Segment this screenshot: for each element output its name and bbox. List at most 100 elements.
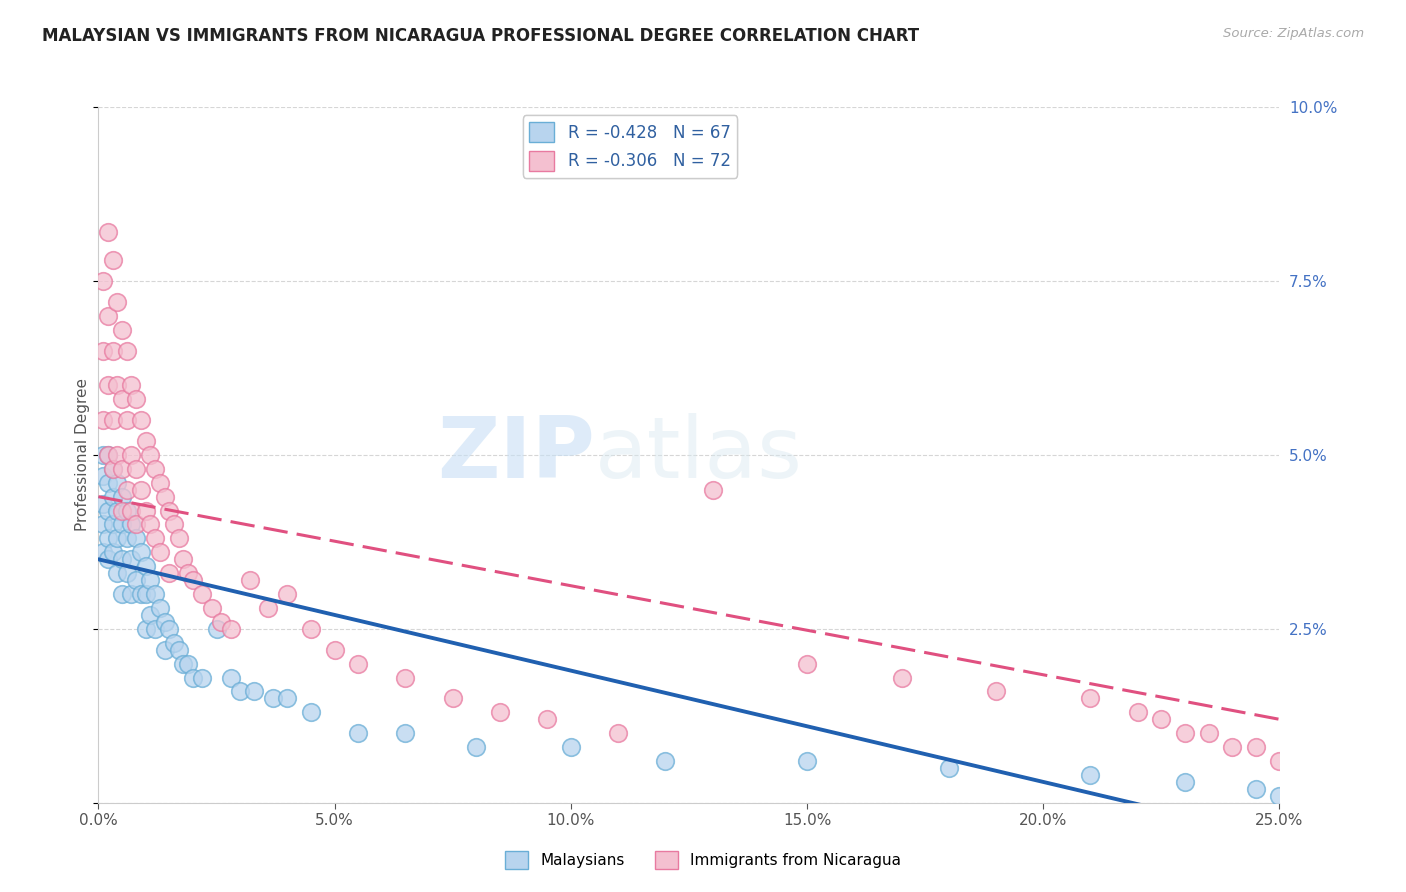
Point — [229, 684, 252, 698]
Point — [129, 413, 152, 427]
Point — [157, 503, 180, 517]
Point — [135, 559, 157, 574]
Point — [129, 545, 152, 559]
Point — [219, 622, 242, 636]
Point — [105, 566, 128, 581]
Point — [91, 545, 114, 559]
Point — [121, 587, 143, 601]
Point — [163, 636, 186, 650]
Point — [172, 552, 194, 566]
Point — [135, 434, 157, 448]
Point — [167, 532, 190, 546]
Point — [115, 532, 138, 546]
Point — [105, 503, 128, 517]
Point — [1080, 768, 1102, 782]
Point — [111, 552, 134, 566]
Point — [299, 706, 322, 720]
Point — [890, 671, 912, 685]
Point — [101, 413, 124, 427]
Point — [111, 490, 134, 504]
Point — [489, 706, 512, 720]
Point — [205, 622, 228, 636]
Point — [91, 468, 114, 483]
Point — [125, 517, 148, 532]
Point — [121, 503, 143, 517]
Point — [796, 754, 818, 768]
Point — [276, 691, 298, 706]
Point — [115, 503, 138, 517]
Point — [149, 475, 172, 490]
Point — [181, 671, 204, 685]
Point — [91, 448, 114, 462]
Point — [143, 532, 166, 546]
Point — [115, 343, 138, 358]
Point — [111, 503, 134, 517]
Point — [115, 566, 138, 581]
Point — [607, 726, 630, 740]
Point — [157, 622, 180, 636]
Point — [111, 323, 134, 337]
Point — [262, 691, 284, 706]
Point — [143, 622, 166, 636]
Point — [105, 448, 128, 462]
Point — [702, 483, 724, 497]
Point — [465, 740, 488, 755]
Point — [1150, 712, 1173, 726]
Point — [276, 587, 298, 601]
Point — [243, 684, 266, 698]
Point — [347, 657, 370, 671]
Point — [938, 761, 960, 775]
Point — [1174, 726, 1197, 740]
Point — [125, 532, 148, 546]
Point — [299, 622, 322, 636]
Point — [111, 392, 134, 407]
Point — [394, 726, 416, 740]
Point — [97, 503, 120, 517]
Point — [91, 274, 114, 288]
Point — [125, 392, 148, 407]
Point — [97, 309, 120, 323]
Point — [101, 545, 124, 559]
Point — [984, 684, 1007, 698]
Point — [91, 517, 114, 532]
Point — [101, 462, 124, 476]
Point — [139, 573, 162, 587]
Point — [177, 657, 200, 671]
Point — [139, 607, 162, 622]
Text: Source: ZipAtlas.com: Source: ZipAtlas.com — [1223, 27, 1364, 40]
Point — [97, 532, 120, 546]
Point — [149, 601, 172, 615]
Point — [97, 448, 120, 462]
Point — [191, 671, 214, 685]
Point — [257, 601, 280, 615]
Point — [181, 573, 204, 587]
Point — [115, 483, 138, 497]
Point — [105, 378, 128, 392]
Point — [91, 413, 114, 427]
Point — [163, 517, 186, 532]
Point — [97, 225, 120, 239]
Point — [91, 497, 114, 511]
Point — [191, 587, 214, 601]
Point — [167, 642, 190, 657]
Point — [129, 587, 152, 601]
Point — [153, 490, 176, 504]
Point — [149, 545, 172, 559]
Point — [101, 253, 124, 268]
Point — [177, 566, 200, 581]
Point — [97, 552, 120, 566]
Point — [323, 642, 346, 657]
Point — [125, 573, 148, 587]
Point — [97, 475, 120, 490]
Point — [121, 552, 143, 566]
Point — [135, 622, 157, 636]
Point — [135, 587, 157, 601]
Point — [796, 657, 818, 671]
Point — [135, 503, 157, 517]
Point — [139, 448, 162, 462]
Point — [121, 517, 143, 532]
Point — [101, 462, 124, 476]
Point — [115, 413, 138, 427]
Point — [1198, 726, 1220, 740]
Y-axis label: Professional Degree: Professional Degree — [75, 378, 90, 532]
